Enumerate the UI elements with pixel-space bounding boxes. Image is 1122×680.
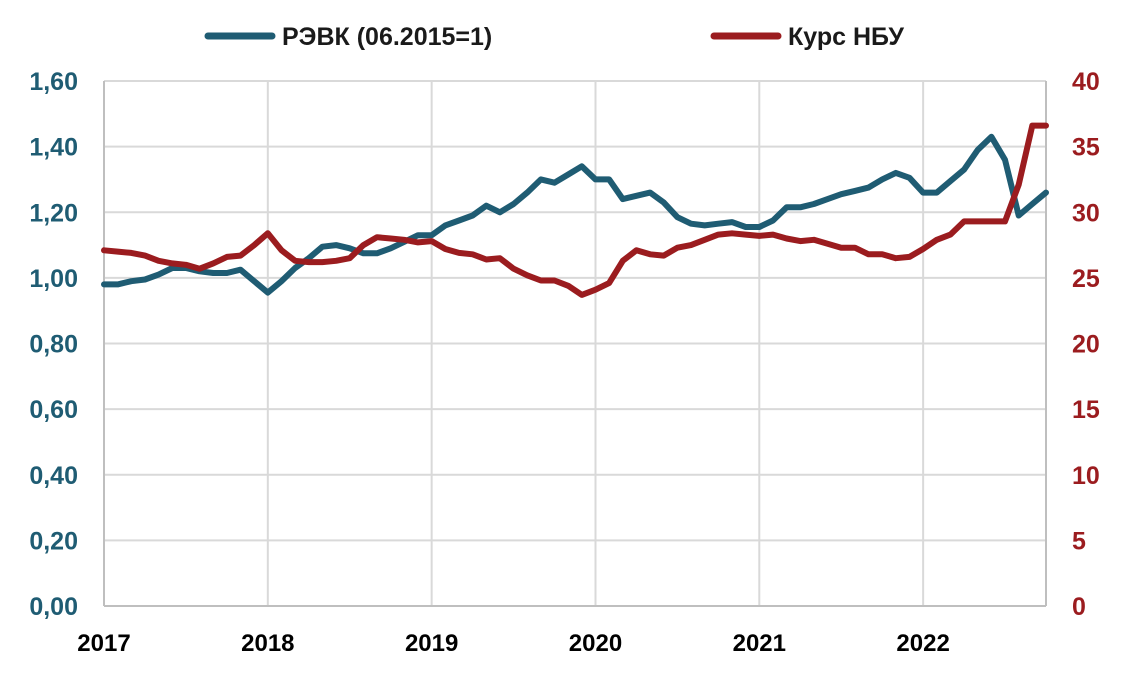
x-tick-label: 2020 (569, 630, 622, 657)
y-right-tick-label: 30 (1072, 199, 1100, 227)
y-left-tick-label: 0,20 (29, 527, 78, 555)
y-left-tick-label: 0,00 (29, 593, 78, 621)
y-right-tick-label: 5 (1072, 527, 1086, 555)
y-left-tick-label: 0,60 (29, 396, 78, 424)
y-right-tick-label: 10 (1072, 462, 1100, 490)
y-right-tick-label: 40 (1072, 68, 1100, 96)
y-right-tick-label: 20 (1072, 331, 1100, 359)
y-left-tick-label: 1,60 (29, 68, 78, 96)
x-axis: 2017 2018 2019 2020 2021 2022 (77, 605, 1046, 657)
x-tick-label: 2018 (241, 630, 294, 657)
x-tick-label: 2017 (77, 630, 130, 657)
y-left-tick-label: 0,40 (29, 462, 78, 490)
y-left-tick-label: 1,00 (29, 265, 78, 293)
y-right-tick-label: 0 (1072, 593, 1086, 621)
legend: РЭВК (06.2015=1) Курс НБУ (204, 23, 904, 51)
y-right-tick-label: 15 (1072, 396, 1100, 424)
x-tick-label: 2022 (896, 630, 949, 657)
series-lines (101, 122, 1049, 298)
y-right-tick-label: 25 (1072, 265, 1100, 293)
x-tick-label: 2021 (733, 630, 786, 657)
y-left-tick-label: 1,40 (29, 134, 78, 162)
series-line-nbu (101, 122, 1049, 298)
gridlines (103, 80, 1046, 607)
y-left-tick-label: 0,80 (29, 331, 78, 359)
y-axis-right: 0 5 10 15 20 25 30 35 40 (1045, 68, 1100, 621)
y-right-tick-label: 35 (1072, 134, 1100, 162)
x-tick-label: 2019 (405, 630, 458, 657)
legend-label-reer: РЭВК (06.2015=1) (282, 23, 492, 51)
series-line-reer (101, 133, 1049, 296)
legend-label-nbu: Курс НБУ (788, 23, 904, 51)
y-left-tick-label: 1,20 (29, 199, 78, 227)
y-axis-left: 0,00 0,20 0,40 0,60 0,80 1,00 1,20 1,40 1,60 (29, 68, 105, 621)
